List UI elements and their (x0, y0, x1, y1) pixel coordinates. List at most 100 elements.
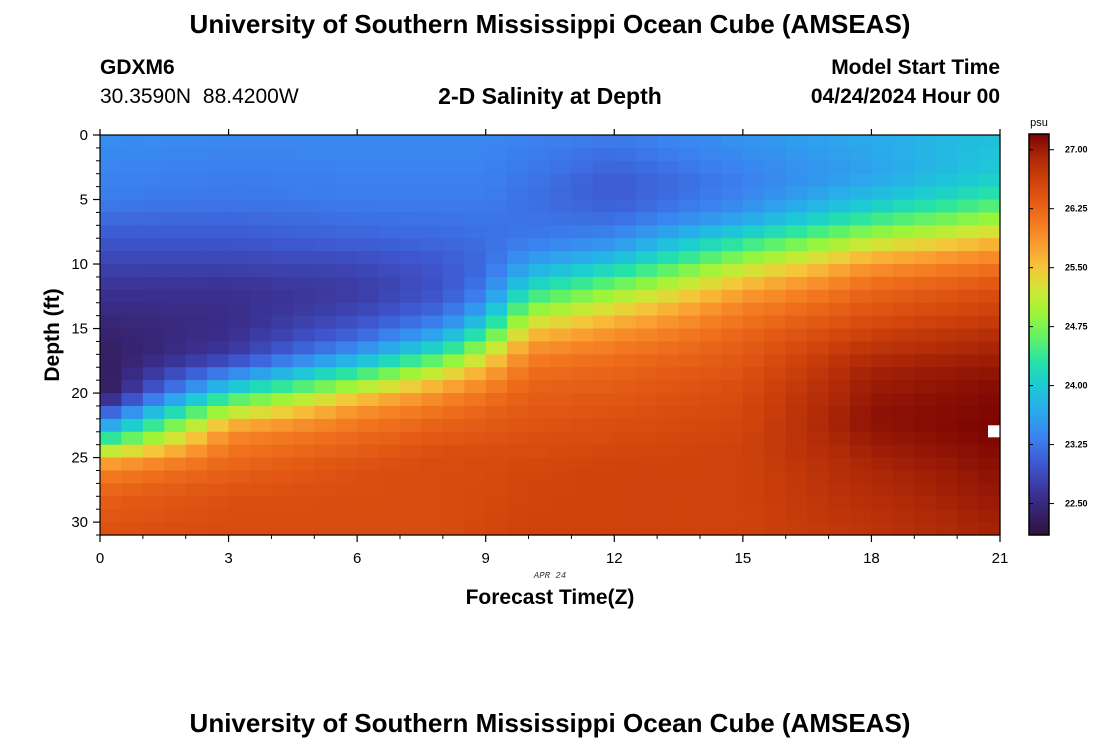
heatmap-cell (871, 212, 894, 226)
heatmap-cell (742, 457, 765, 472)
heatmap-cell (957, 522, 980, 536)
heatmap-cell (121, 470, 144, 484)
heatmap-cell (164, 147, 187, 162)
heatmap-cell (421, 238, 444, 252)
heatmap-cell (657, 509, 680, 523)
heatmap-cell (292, 186, 315, 201)
heatmap-cell (657, 225, 680, 239)
heatmap-cell (635, 264, 658, 278)
heatmap-cell (828, 147, 851, 162)
heatmap-cell (892, 393, 915, 407)
heatmap-cell (421, 315, 444, 330)
heatmap-cell (657, 289, 680, 304)
heatmap-cell (871, 173, 894, 188)
heatmap-cell (721, 173, 744, 188)
heatmap-cell (314, 147, 337, 162)
heatmap-cell (250, 238, 273, 252)
heatmap-cell (678, 276, 701, 291)
heatmap-cell (700, 354, 723, 368)
heatmap-cell (978, 135, 1001, 149)
heatmap-cell (571, 199, 594, 214)
heatmap-cell (271, 225, 294, 239)
heatmap-cell (635, 367, 658, 381)
heatmap-cell (292, 264, 315, 278)
heatmap-cell (507, 444, 530, 459)
heatmap-cell (978, 509, 1001, 523)
heatmap-cell (207, 199, 230, 214)
heatmap-cell (978, 328, 1001, 343)
heatmap-cell (528, 251, 551, 265)
heatmap-cell (442, 264, 465, 278)
heatmap-cell (528, 147, 551, 162)
heatmap-cell (914, 135, 937, 149)
heatmap-cell (721, 457, 744, 472)
heatmap-cell (442, 431, 465, 446)
heatmap-cell (335, 431, 358, 446)
heatmap-cell (764, 251, 787, 265)
heatmap-cell (828, 380, 851, 394)
heatmap-cell (142, 444, 165, 459)
heatmap-cell (442, 135, 465, 149)
heatmap-cell (464, 289, 487, 304)
heatmap-cell (528, 289, 551, 304)
heatmap-cell (807, 354, 830, 368)
heatmap-cell (678, 341, 701, 355)
colorbar-tick-label: 27.00 (1065, 145, 1088, 155)
heatmap-cell (142, 483, 165, 497)
heatmap-cell (957, 186, 980, 201)
heatmap-cells (100, 135, 1001, 536)
heatmap-cell (442, 470, 465, 484)
heatmap-cell (121, 522, 144, 536)
heatmap-cell (357, 276, 380, 291)
heatmap-cell (571, 315, 594, 330)
heatmap-cell (400, 302, 423, 317)
heatmap-cell (828, 238, 851, 252)
heatmap-cell (164, 251, 187, 265)
heatmap-cell (421, 367, 444, 381)
heatmap-cell (850, 431, 873, 446)
heatmap-cell (807, 264, 830, 278)
heatmap-cell (807, 380, 830, 394)
heatmap-cell (871, 276, 894, 291)
heatmap-cell (528, 315, 551, 330)
heatmap-cell (421, 496, 444, 510)
heatmap-cell (121, 393, 144, 407)
heatmap-cell (400, 367, 423, 381)
heatmap-cell (871, 341, 894, 355)
heatmap-cell (271, 457, 294, 472)
heatmap-cell (978, 483, 1001, 497)
heatmap-cell (442, 315, 465, 330)
heatmap-cell (335, 147, 358, 162)
heatmap-cell (657, 380, 680, 394)
heatmap-cell (700, 238, 723, 252)
heatmap-cell (871, 483, 894, 497)
heatmap-cell (121, 496, 144, 510)
heatmap-cell (935, 496, 958, 510)
heatmap-cell (742, 496, 765, 510)
heatmap-cell (721, 470, 744, 484)
heatmap-cell (571, 354, 594, 368)
heatmap-cell (378, 212, 401, 226)
heatmap-cell (528, 431, 551, 446)
heatmap-cell (571, 418, 594, 433)
heatmap-cell (978, 251, 1001, 265)
heatmap-cell (742, 251, 765, 265)
heatmap-cell (250, 186, 273, 201)
heatmap-cell (871, 367, 894, 381)
heatmap-cell (400, 264, 423, 278)
heatmap-cell (378, 328, 401, 343)
heatmap-cell (507, 225, 530, 239)
heatmap-cell (228, 496, 251, 510)
heatmap-cell (635, 431, 658, 446)
heatmap-cell (957, 199, 980, 214)
heatmap-cell (571, 444, 594, 459)
heatmap-cell (164, 212, 187, 226)
heatmap-cell (421, 147, 444, 162)
heatmap-cell (292, 380, 315, 394)
heatmap-cell (614, 160, 637, 175)
heatmap-cell (250, 418, 273, 433)
heatmap-cell (657, 212, 680, 226)
heatmap-cell (292, 483, 315, 497)
heatmap-cell (892, 147, 915, 162)
heatmap-cell (935, 457, 958, 472)
